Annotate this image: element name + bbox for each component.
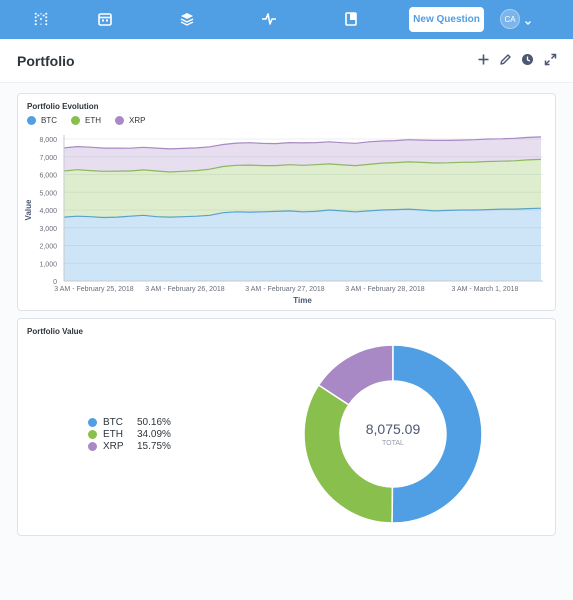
add-icon[interactable] [477,53,490,66]
x-tick-label: 3 AM - February 25, 2018 [54,286,133,293]
new-question-button[interactable]: New Question [409,7,484,32]
y-tick-label: 8,000 [39,137,57,144]
donut-slice-eth[interactable] [303,384,394,524]
dashboard-header: Portfolio [0,39,573,83]
legend-item-eth[interactable]: ETH [71,116,101,125]
legend-label: XRP [129,116,146,125]
card-title: Portfolio Evolution [27,102,99,111]
donut-total-label: TOTAL [382,440,404,447]
avatar[interactable]: CA [500,9,520,29]
y-tick-label: 6,000 [39,173,57,180]
y-tick-label: 2,000 [39,244,57,251]
card-title: Portfolio Value [27,327,84,336]
area-btc[interactable] [64,208,541,281]
chart-legend: BTC ETH XRP [27,116,145,125]
x-tick-label: 3 AM - February 26, 2018 [145,286,224,293]
legend-item-xrp[interactable]: XRP 15.75% [88,440,177,452]
edit-pencil-icon[interactable] [499,53,512,66]
pie-legend: BTC 50.16% ETH 34.09% XRP 15.75% [88,416,177,452]
legend-percent: 15.75% [137,440,171,452]
y-tick-label: 3,000 [39,226,57,233]
line-btc[interactable] [63,207,542,219]
notebook-icon[interactable] [343,11,359,27]
legend-percent: 50.16% [137,416,171,428]
metabase-logo-icon[interactable] [33,11,49,27]
donut-total-value: 8,075.09 [366,421,421,437]
y-tick-label: 5,000 [39,190,57,197]
area-xrp[interactable] [64,136,541,172]
x-axis-title: Time [293,296,312,305]
history-clock-icon[interactable] [521,53,534,66]
portfolio-value-card: Portfolio Value BTC 50.16% ETH 34.09% XR… [17,318,556,536]
x-tick-label: 3 AM - February 28, 2018 [345,286,424,293]
pulse-icon[interactable] [261,11,277,27]
legend-percent: 34.09% [137,428,171,440]
y-tick-label: 0 [53,279,57,286]
y-tick-label: 4,000 [39,208,57,215]
fullscreen-icon[interactable] [544,53,557,66]
layers-icon[interactable] [179,11,195,27]
area-chart[interactable]: 0 1,000 2,000 3,000 4,000 5,000 6,000 7,000 8,00… [18,94,555,310]
area-eth[interactable] [64,159,541,218]
legend-label: ETH [103,428,123,440]
legend-item-eth[interactable]: ETH 34.09% [88,428,177,440]
legend-swatch [88,417,97,427]
chevron-down-icon[interactable] [524,14,532,25]
legend-swatch [88,429,97,439]
legend-label: BTC [41,116,57,125]
calendar-icon[interactable] [97,11,113,27]
donut-chart[interactable]: 8,075.09 TOTAL [18,319,555,535]
y-tick-label: 1,000 [39,261,57,268]
y-axis-title: Value [24,199,33,220]
x-tick-label: 3 AM - February 27, 2018 [245,286,324,293]
line-xrp[interactable] [63,136,542,150]
portfolio-evolution-card: Portfolio Evolution BTC ETH XRP 0 1,000 2,… [17,93,556,311]
legend-swatch [71,116,80,125]
legend-item-xrp[interactable]: XRP [115,116,145,125]
legend-swatch [115,116,124,125]
legend-swatch [88,441,97,451]
page-title: Portfolio [17,53,75,69]
legend-swatch [27,116,36,125]
x-tick-label: 3 AM - March 1, 2018 [452,286,519,293]
legend-label: XRP [103,440,124,452]
legend-item-btc[interactable]: BTC 50.16% [88,416,177,428]
donut-slice-btc[interactable] [391,344,483,524]
y-tick-label: 7,000 [39,155,57,162]
top-nav: New Question CA [0,0,573,39]
line-eth[interactable] [63,158,542,173]
legend-item-btc[interactable]: BTC [27,116,57,125]
legend-label: BTC [103,416,123,428]
legend-label: ETH [85,116,101,125]
